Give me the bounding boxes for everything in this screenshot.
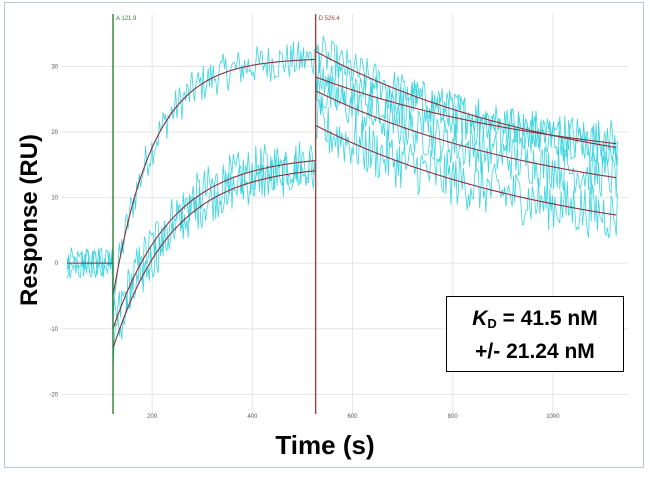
- dissociation-fit-curve: [315, 90, 617, 179]
- association-fit-curve: [112, 160, 316, 329]
- marker-label: D 526.4: [319, 16, 341, 22]
- raw-trace: [315, 74, 618, 197]
- dissociation-fit-curve: [315, 50, 617, 149]
- raw-trace: [66, 151, 315, 370]
- y-tick-label: -10: [49, 327, 58, 333]
- kd-value: = 41.5 nM: [496, 307, 598, 330]
- event-markers: A 121.9 D 526.4: [112, 14, 341, 414]
- association-fit-curve: [112, 170, 316, 349]
- fit-curves: [67, 50, 617, 349]
- tick-labels: -20 -10 0 10 20 30 200 400 600 800 1000: [49, 64, 560, 420]
- y-axis-label: Response (RU): [16, 133, 43, 307]
- raw-data-traces: [66, 35, 618, 370]
- dissociation-fit-curve: [315, 76, 617, 145]
- y-tick-label: 20: [51, 130, 58, 136]
- x-tick-label: 600: [348, 414, 359, 420]
- x-tick-label: 1000: [546, 414, 560, 420]
- y-tick-label: -20: [49, 392, 58, 398]
- raw-trace: [66, 141, 315, 320]
- kd-symbol: K: [472, 307, 488, 330]
- association-fit-curve: [112, 58, 316, 297]
- y-tick-label: 0: [55, 261, 59, 267]
- y-tick-label: 10: [51, 196, 58, 202]
- y-tick-label: 30: [51, 64, 58, 70]
- kd-subscript: D: [487, 316, 497, 331]
- x-axis-label: Time (s): [275, 430, 375, 460]
- x-tick-label: 400: [247, 414, 258, 420]
- y-axis-label-container: Response (RU): [0, 0, 60, 484]
- marker-label: A 121.9: [116, 16, 137, 22]
- kd-annotation-box: KD = 41.5 nM +/- 21.24 nM: [446, 296, 624, 372]
- dissociation-fit-curve: [315, 125, 617, 216]
- kd-value-line: KD = 41.5 nM: [447, 305, 623, 338]
- raw-trace: [315, 97, 618, 239]
- kd-error-line: +/- 21.24 nM: [475, 340, 595, 363]
- x-tick-label: 800: [448, 414, 459, 420]
- x-tick-label: 200: [147, 414, 158, 420]
- raw-trace: [315, 54, 618, 167]
